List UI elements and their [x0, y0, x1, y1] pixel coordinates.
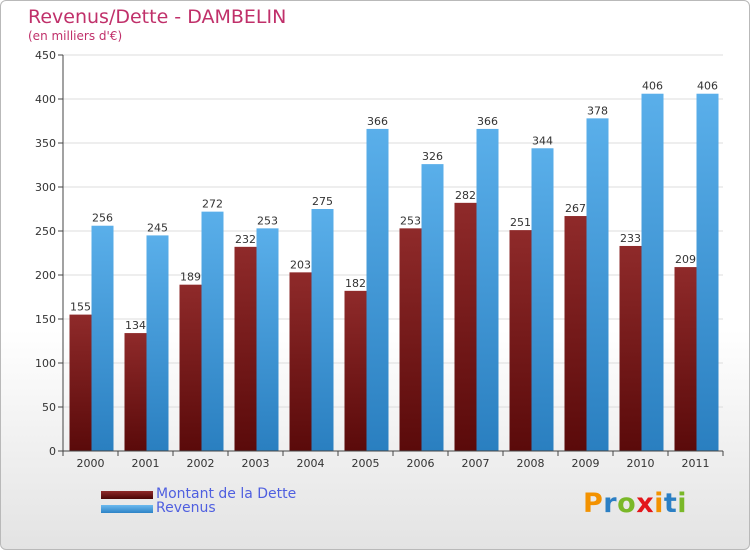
legend-swatch-debt — [101, 491, 153, 499]
bar-debt — [179, 284, 202, 451]
y-tick-label: 0 — [49, 445, 56, 458]
data-label-revenus: 344 — [532, 134, 553, 147]
bar-revenus — [146, 235, 169, 451]
data-label-revenus: 366 — [477, 115, 498, 128]
bar-debt — [509, 230, 532, 451]
bar-revenus — [366, 128, 389, 452]
bar-debt — [69, 314, 92, 451]
bar-revenus — [201, 211, 224, 451]
logo-letter: r — [603, 488, 618, 519]
data-label-debt: 209 — [675, 253, 696, 266]
bar-revenus — [256, 228, 279, 451]
bar-revenus — [641, 93, 664, 451]
data-label-revenus: 406 — [642, 80, 663, 93]
data-label-revenus: 366 — [367, 115, 388, 128]
bar-revenus — [421, 164, 444, 451]
data-label-debt: 155 — [70, 301, 91, 314]
y-tick-label: 450 — [35, 49, 56, 62]
bar-revenus — [586, 118, 609, 452]
y-tick-label: 200 — [35, 269, 56, 282]
bar-debt — [234, 246, 257, 451]
bar-revenus — [531, 148, 554, 451]
bar-revenus — [91, 225, 114, 451]
y-tick-label: 50 — [42, 401, 56, 414]
bar-debt — [399, 228, 422, 451]
legend-label-debt: Montant de la Dette — [156, 486, 297, 502]
x-tick-label: 2004 — [297, 457, 325, 470]
y-tick-label: 350 — [35, 137, 56, 150]
x-tick-label: 2008 — [517, 457, 545, 470]
bar-revenus — [476, 128, 499, 452]
logo-letter: t — [663, 488, 678, 519]
data-label-revenus: 406 — [697, 80, 718, 93]
data-label-revenus: 256 — [92, 212, 113, 225]
data-label-revenus: 275 — [312, 195, 333, 208]
x-tick-label: 2006 — [407, 457, 435, 470]
y-tick-label: 300 — [35, 181, 56, 194]
data-label-revenus: 272 — [202, 198, 223, 211]
bar-revenus — [311, 209, 334, 451]
x-tick-label: 2010 — [627, 457, 655, 470]
data-label-revenus: 253 — [257, 214, 278, 227]
x-tick-label: 2005 — [352, 457, 380, 470]
logo-letter: o — [617, 488, 637, 519]
x-tick-label: 2002 — [187, 457, 215, 470]
x-tick-label: 2001 — [132, 457, 160, 470]
bar-debt — [619, 245, 642, 451]
logo-letter: i — [677, 488, 688, 519]
chart-title: Revenus/Dette - DAMBELIN — [28, 6, 287, 28]
bar-debt — [674, 267, 697, 451]
y-tick-label: 250 — [35, 225, 56, 238]
chart-subtitle: (en milliers d'€) — [28, 29, 123, 43]
legend-swatch-revenus — [101, 505, 153, 513]
data-label-debt: 203 — [290, 258, 311, 271]
bar-debt — [124, 333, 147, 451]
y-tick-label: 150 — [35, 313, 56, 326]
bar-debt — [454, 202, 477, 451]
bar-debt — [289, 272, 312, 451]
x-tick-label: 2009 — [572, 457, 600, 470]
data-label-debt: 251 — [510, 216, 531, 229]
data-label-debt: 267 — [565, 202, 586, 215]
data-label-revenus: 245 — [147, 221, 168, 234]
legend-label-revenus: Revenus — [156, 500, 216, 516]
logo-letter: P — [583, 488, 604, 519]
x-tick-label: 2011 — [682, 457, 710, 470]
x-tick-label: 2007 — [462, 457, 490, 470]
data-label-revenus: 378 — [587, 104, 608, 117]
data-label-debt: 232 — [235, 233, 256, 246]
data-label-debt: 282 — [455, 189, 476, 202]
x-tick-label: 2000 — [77, 457, 105, 470]
y-tick-label: 100 — [35, 357, 56, 370]
x-tick-label: 2003 — [242, 457, 270, 470]
data-label-debt: 182 — [345, 277, 366, 290]
bar-debt — [564, 216, 587, 451]
proxiti-logo: Proxiti — [583, 488, 687, 519]
bar-revenus — [696, 93, 719, 451]
bar-debt — [344, 290, 367, 451]
data-label-debt: 134 — [125, 319, 146, 332]
logo-letter: x — [636, 488, 655, 519]
logo-letter: i — [654, 488, 664, 519]
data-label-debt: 189 — [180, 271, 201, 284]
y-tick-label: 400 — [35, 93, 56, 106]
data-label-revenus: 326 — [422, 150, 443, 163]
data-label-debt: 233 — [620, 232, 641, 245]
data-label-debt: 253 — [400, 214, 421, 227]
